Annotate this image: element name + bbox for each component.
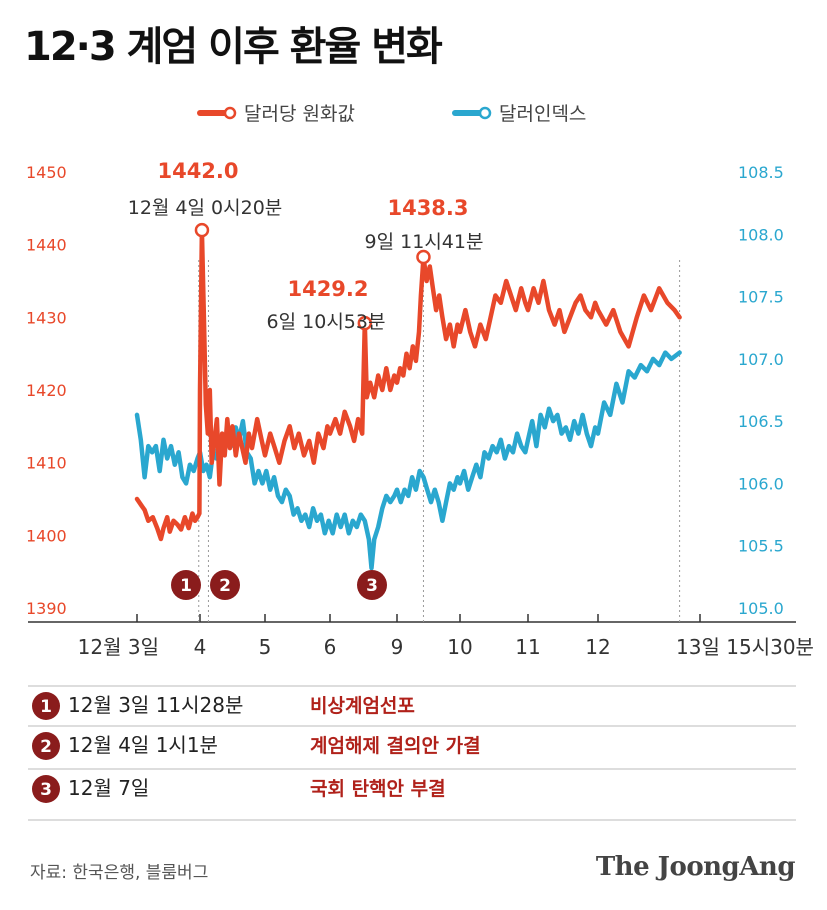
- brand-logo: The JoongAng: [595, 852, 796, 882]
- source-note: 자료: 한국은행, 블룸버그: [30, 863, 209, 883]
- event-row-marker-3: [32, 775, 60, 803]
- event-date: 12월 3일 11시28분: [68, 693, 243, 717]
- x-tick-label: 9: [391, 635, 404, 659]
- x-tick-label: 13일 15시30분: [676, 635, 814, 659]
- peak-marker: [194, 222, 210, 238]
- right-tick-label: 105.0: [738, 599, 784, 618]
- legend-label-1: 달러당 원화값: [244, 103, 355, 125]
- left-tick-label: 1450: [26, 163, 67, 182]
- x-tick-label: 10: [447, 635, 472, 659]
- event-marker-1: [171, 570, 201, 600]
- x-tick-label: 11: [515, 635, 540, 659]
- right-tick-label: 107.0: [738, 350, 784, 369]
- series-line-1: [134, 227, 682, 542]
- event-list: 1 12월 3일 11시28분 비상계엄선포 2 12월 4일 1시1분 계엄해제 결의안…: [28, 685, 796, 821]
- event-row-marker-2: [32, 732, 60, 760]
- peak-time-label: 9일 11시41분: [365, 231, 484, 253]
- right-tick-label: 107.5: [738, 288, 784, 307]
- x-tick-label: 6: [324, 635, 337, 659]
- event-description: 비상계엄선포: [310, 695, 415, 717]
- left-tick-label: 1410: [26, 454, 67, 473]
- event-description: 국회 탄핵안 부결: [310, 778, 446, 800]
- chart-lines: [134, 227, 682, 571]
- left-tick-label: 1430: [26, 308, 67, 327]
- event-description: 계엄해제 결의안 가결: [310, 735, 481, 757]
- event-date: 12월 7일: [68, 776, 149, 800]
- peak-value-label: 1429.2: [287, 277, 368, 301]
- right-tick-label: 108.5: [738, 163, 784, 182]
- event-row-marker-1: [32, 692, 60, 720]
- right-tick-label: 105.5: [738, 537, 784, 556]
- x-tick-label: 5: [259, 635, 272, 659]
- exchange-rate-chart: 달러당 원화값 달러인덱스 145014401430142014101400139…: [26, 103, 814, 821]
- event-marker-number: 1: [180, 576, 192, 596]
- peak-time-label: 6일 10시53분: [267, 311, 386, 333]
- event-marker-number: 3: [366, 576, 378, 596]
- event-marker-2: [210, 570, 240, 600]
- peak-value-label: 1442.0: [157, 159, 238, 183]
- legend-label-2: 달러인덱스: [499, 103, 586, 125]
- event-row-number: 3: [40, 780, 52, 800]
- chart-annotations: 1442.0 12월 4일 0시20분 1429.2 6일 10시53분 1438.3 9…: [128, 159, 484, 600]
- right-tick-label: 108.0: [738, 225, 784, 244]
- event-row-number: 2: [40, 737, 52, 757]
- event-marker-3: [357, 570, 387, 600]
- peak-marker: [416, 249, 431, 265]
- page-title: 12·3 계엄 이후 환율 변화: [24, 24, 443, 70]
- x-tick-label: 4: [194, 635, 207, 659]
- x-tick-label: 12: [585, 635, 610, 659]
- legend-marker-1: [223, 106, 237, 120]
- legend-marker-2: [478, 106, 492, 120]
- peak-time-label: 12월 4일 0시20분: [128, 197, 283, 219]
- event-marker-number: 2: [219, 576, 231, 596]
- left-tick-label: 1440: [26, 236, 67, 255]
- right-tick-label: 106.5: [738, 412, 784, 431]
- left-tick-label: 1390: [26, 599, 67, 618]
- event-date: 12월 4일 1시1분: [68, 733, 218, 757]
- left-tick-label: 1400: [26, 526, 67, 545]
- chart-axes: 1450144014301420141014001390108.5108.010…: [26, 163, 814, 659]
- chart-legend: 달러당 원화값 달러인덱스: [197, 103, 586, 125]
- left-tick-label: 1420: [26, 381, 67, 400]
- right-tick-label: 106.0: [738, 474, 784, 493]
- peak-value-label: 1438.3: [387, 196, 468, 220]
- event-row-number: 1: [40, 697, 52, 717]
- peak-marker: [357, 315, 373, 331]
- x-tick-label: 12월 3일: [78, 635, 159, 659]
